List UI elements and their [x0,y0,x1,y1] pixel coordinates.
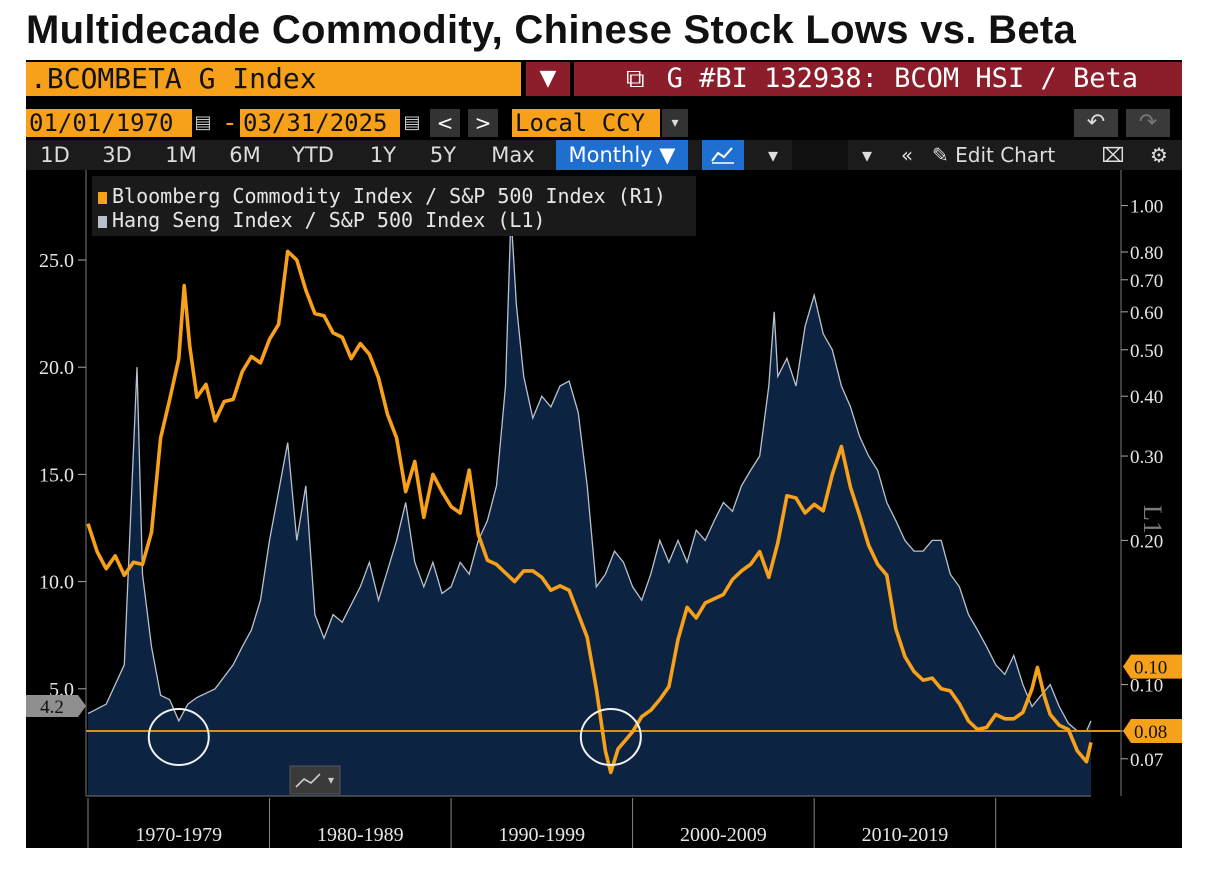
right-tick-label: 0.50 [1130,341,1163,362]
chart-svg: 5.010.015.020.025.0 0.070.080.100.200.30… [26,170,1182,848]
gear-icon[interactable]: ⚙ [1150,143,1168,167]
legend-label-commodity: Bloomberg Commodity Index / S&P 500 Inde… [112,184,666,208]
calendar-icon[interactable]: ▤ [194,112,212,133]
tab-5y[interactable]: 5Y [429,143,457,167]
external-link-icon[interactable]: ⧉ [626,64,645,94]
bloomberg-chart-panel: .BCOMBETA G Index ▼ ⧉ G #BI 132938: BCOM … [26,60,1182,848]
x-category-label: 2010-2019 [862,824,949,846]
legend: Bloomberg Commodity Index / S&P 500 Inde… [92,176,696,236]
hang-seng-area [88,214,1091,797]
date-controls: 01/01/1970 ▤ - 03/31/2025 ▤ < > Local CC… [26,108,1182,138]
redo-icon[interactable]: ↷ [1126,109,1170,137]
caret-down-icon[interactable]: ▾ [861,143,873,167]
chart-area: 5.010.015.020.025.0 0.070.080.100.200.30… [26,170,1182,848]
legend-swatch-commodity [98,192,107,204]
edit-chart-button[interactable]: ✎ Edit Chart [932,140,1086,170]
frequency-select[interactable]: Monthly ▼ [556,140,688,170]
left-tick-label: 10.0 [39,572,74,594]
right-tick-label: 0.30 [1130,447,1163,468]
left-value-tag [26,694,86,717]
left-value-tag-label: 4.2 [40,697,64,718]
hang-seng-line [87,214,1092,732]
start-date-field[interactable]: 01/01/1970 [26,109,192,137]
low-highlight-circle [579,708,642,766]
legend-swatch-hang-seng [98,216,107,228]
x-category-label: 1980-1989 [317,824,404,846]
date-separator: - [222,108,238,138]
caret-down-icon[interactable]: ▾ [767,143,779,167]
left-tick-label: 25.0 [39,250,74,272]
right-value-tag-lower-label: 0.08 [1134,722,1167,743]
tab-6m[interactable]: 6M [229,143,261,167]
tab-max[interactable]: Max [491,143,535,167]
prev-period-button[interactable]: < [430,109,460,137]
tab-ytd[interactable]: YTD [292,143,334,167]
right-tick-label: 0.10 [1130,676,1163,697]
line-chart-icon [295,773,321,788]
legend-label-hang-seng: Hang Seng Index / S&P 500 Index (L1) [112,208,545,232]
mini-chart-toggle[interactable]: ▾ [289,765,341,795]
right-tick-label: 1.00 [1130,197,1163,218]
next-period-button[interactable]: > [468,109,498,137]
chevron-down-icon[interactable]: ▾ [662,109,688,137]
page-title: Multidecade Commodity, Chinese Stock Low… [26,8,1077,52]
security-field[interactable]: .BCOMBETA G Index [26,62,521,96]
left-tick-label: 20.0 [39,357,74,379]
chart-id-bar: ⧉ G #BI 132938: BCOM HSI / Beta [574,62,1182,96]
tab-1m[interactable]: 1M [165,143,197,167]
low-highlight-circle [147,708,210,766]
right-tick-label: 0.60 [1130,303,1163,324]
empty-select[interactable] [792,140,848,170]
right-tick-label: 0.70 [1130,271,1163,292]
right-value-tag-lower [1123,719,1182,743]
commodity-line [86,249,1093,775]
tab-3d[interactable]: 3D [102,143,132,167]
chart-id: G #BI 132938: BCOM HSI / Beta [666,63,1138,94]
tab-1y[interactable]: 1Y [369,143,397,167]
currency-select[interactable]: Local CCY [512,109,660,137]
edit-chart-label: Edit Chart [955,143,1056,167]
end-date-field[interactable]: 03/31/2025 [240,109,400,137]
right-tick-label: 0.40 [1130,387,1163,408]
tab-1d[interactable]: 1D [40,143,70,167]
left-tick-label: 15.0 [39,464,74,486]
right-axis-label: L1 [1138,505,1167,534]
x-category-label: 1990-1999 [499,824,586,846]
right-tick-label: 0.80 [1130,243,1163,264]
security-bar: .BCOMBETA G Index ▼ ⧉ G #BI 132938: BCOM … [26,60,1182,98]
line-chart-icon[interactable] [702,140,744,170]
right-value-tag-upper [1123,654,1182,679]
caret-down-icon[interactable]: ▼ [526,62,570,96]
collapse-button[interactable]: « [900,143,914,167]
calendar-icon[interactable]: ▤ [403,112,421,133]
caret-down-icon: ▾ [328,773,334,787]
x-category-label: 1970-1979 [135,824,222,846]
right-tick-label: 0.07 [1130,750,1163,771]
pencil-icon: ✎ [932,143,949,167]
right-value-tag-upper-label: 0.10 [1134,658,1167,679]
chart-settings-icon[interactable]: ⌧ [1101,143,1125,167]
undo-icon[interactable]: ↶ [1074,109,1118,137]
right-tick-label: 0.20 [1130,531,1163,552]
x-category-label: 2000-2009 [680,824,767,846]
period-toolbar: 1D 3D 1M 6M YTD 1Y 5Y Max Monthly ▼ ▾ ▾ … [26,140,1182,170]
